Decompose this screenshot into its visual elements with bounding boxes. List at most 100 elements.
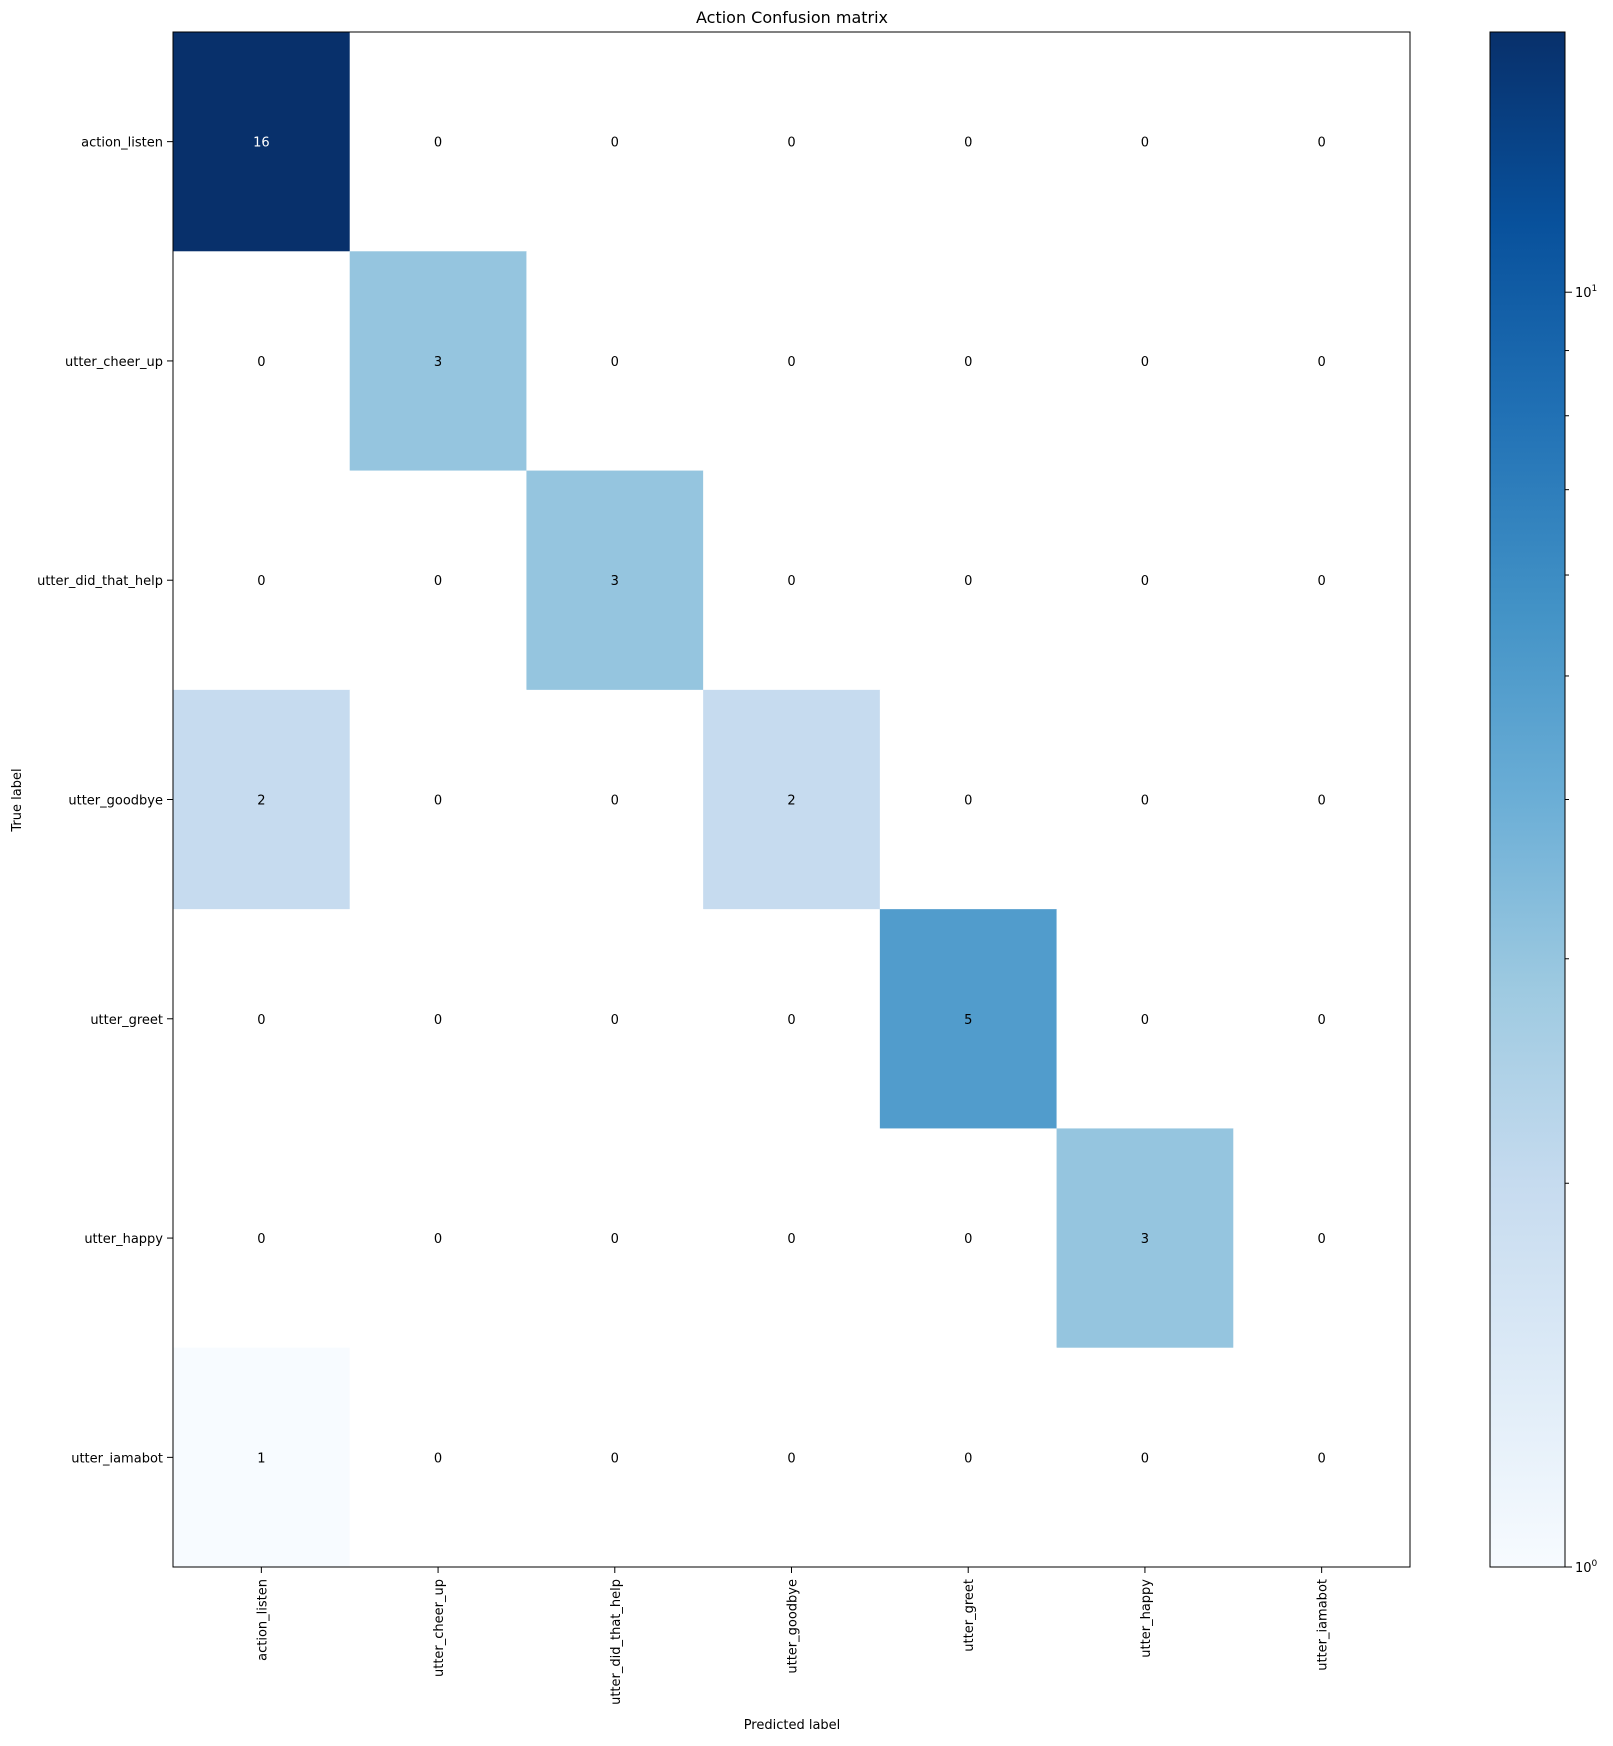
cell-value: 0 (1141, 794, 1149, 809)
cell-value: 0 (611, 355, 619, 370)
cell-value: 3 (1141, 1232, 1149, 1247)
cell-value: 16 (253, 136, 270, 151)
cell-value-labels: 16 0 0 0 0 0 0 0 3 0 0 0 0 0 0 0 3 0 0 0 0 2 0 0 2 0 0 0 0 0 0 0 5 0 0 0 0 0 0… (253, 136, 1326, 1467)
cell-value: 0 (611, 1232, 619, 1247)
colorbar-tick-label: 100 (1575, 1559, 1598, 1576)
x-tick-label: utter_happy (1139, 1579, 1154, 1658)
cell-value: 0 (434, 574, 442, 589)
cell-value: 0 (611, 794, 619, 809)
y-tick-label: action_listen (81, 136, 163, 151)
heatmap-cell (703, 909, 881, 1129)
heatmap-cell (173, 1347, 351, 1568)
heatmap-cell (1056, 32, 1234, 252)
y-tick-label: utter_happy (84, 1232, 163, 1247)
x-tick-label: action_listen (255, 1579, 270, 1661)
heatmap-cell (703, 470, 881, 691)
heatmap-cell (1233, 251, 1411, 472)
heatmap-cell (173, 1128, 351, 1349)
chart-title: Action Confusion matrix (696, 8, 888, 27)
cell-value: 0 (434, 794, 442, 809)
heatmap-cell (879, 470, 1058, 691)
cell-value: 0 (964, 794, 972, 809)
cell-value: 0 (1141, 574, 1149, 589)
heatmap-cell (879, 1128, 1058, 1349)
cell-value: 0 (1318, 574, 1326, 589)
cell-value: 0 (964, 1232, 972, 1247)
heatmap-cell (173, 251, 351, 472)
x-tick-label: utter_goodbye (786, 1579, 801, 1674)
colorbar: 100 101 (1489, 31, 1598, 1576)
cell-value: 0 (787, 574, 795, 589)
heatmap-cell (1233, 1128, 1411, 1349)
heatmap-cell (879, 32, 1058, 252)
cell-value: 1 (257, 1451, 265, 1466)
cell-value: 0 (434, 1451, 442, 1466)
y-tick-label: utter_greet (90, 1013, 163, 1028)
x-axis-ticks: action_listen utter_cheer_up utter_did_tha… (255, 1567, 1331, 1705)
cell-value: 0 (1141, 136, 1149, 151)
heatmap-cell (526, 470, 704, 691)
heatmap-cell (526, 251, 704, 472)
y-tick-label: utter_goodbye (68, 794, 163, 809)
cell-value: 0 (434, 136, 442, 151)
y-tick-label: utter_iamabot (71, 1451, 163, 1466)
colorbar-tick-label: 101 (1575, 284, 1597, 301)
cell-value: 0 (1141, 1013, 1149, 1028)
cell-value: 0 (964, 355, 972, 370)
heatmap-cell (349, 689, 527, 910)
heatmap-cell (879, 1347, 1058, 1568)
x-axis-label: Predicted label (744, 1718, 841, 1733)
cell-value: 5 (964, 1013, 972, 1028)
heatmap-cell (703, 251, 881, 472)
cell-value: 0 (1141, 1451, 1149, 1466)
heatmap-cell (1056, 1128, 1234, 1349)
heatmap-cell (1233, 689, 1411, 910)
cell-value: 0 (257, 574, 265, 589)
heatmap-cell (1056, 689, 1234, 910)
x-tick-label: utter_iamabot (1316, 1579, 1331, 1671)
cell-value: 0 (787, 1451, 795, 1466)
heatmap-cell (1056, 251, 1234, 472)
heatmap-cell (173, 909, 351, 1129)
cell-value: 2 (787, 794, 795, 809)
cell-value: 0 (611, 136, 619, 151)
cell-value: 0 (964, 574, 972, 589)
heatmap-cell (526, 689, 704, 910)
colorbar-gradient (1489, 31, 1566, 1568)
cell-value: 3 (611, 574, 619, 589)
cell-value: 0 (1318, 355, 1326, 370)
cell-value: 3 (434, 355, 442, 370)
colorbar-ticks: 100 101 (1565, 284, 1598, 1576)
cell-value: 0 (257, 1232, 265, 1247)
heatmap-cell (526, 1128, 704, 1349)
heatmap-cell (703, 689, 881, 910)
heatmap-cell (173, 689, 351, 910)
cell-value: 0 (257, 355, 265, 370)
cell-value: 0 (787, 136, 795, 151)
cell-value: 0 (1318, 794, 1326, 809)
cell-value: 0 (1318, 136, 1326, 151)
heatmap-cell (879, 251, 1058, 472)
y-tick-label: utter_did_that_help (37, 574, 163, 589)
heatmap-cell (349, 32, 527, 252)
cell-value: 0 (964, 136, 972, 151)
heatmap-cell (349, 470, 527, 691)
heatmap-cell (349, 1347, 527, 1568)
heatmap-cell (526, 32, 704, 252)
cell-value: 0 (1318, 1013, 1326, 1028)
heatmap-cell (1056, 1347, 1234, 1568)
y-axis-label: True label (10, 768, 25, 832)
heatmap-cell (1233, 909, 1411, 1129)
cell-value: 0 (964, 1451, 972, 1466)
cell-value: 0 (434, 1232, 442, 1247)
heatmap-cells (173, 32, 1411, 1568)
heatmap-cell (703, 1128, 881, 1349)
x-tick-label: utter_did_that_help (609, 1579, 624, 1705)
heatmap-cell (526, 1347, 704, 1568)
heatmap-cell (703, 32, 881, 252)
heatmap-cell (349, 251, 527, 472)
heatmap-cell (526, 909, 704, 1129)
heatmap-cell (1056, 909, 1234, 1129)
cell-value: 0 (787, 355, 795, 370)
